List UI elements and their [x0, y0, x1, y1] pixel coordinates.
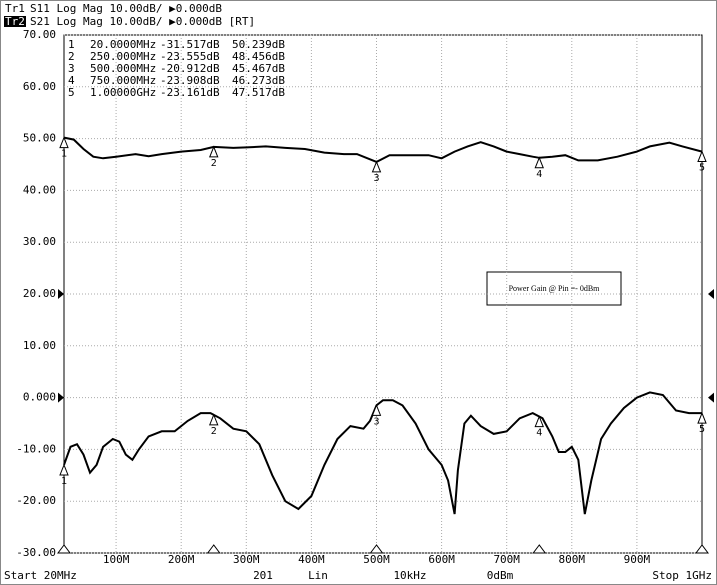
marker-label: 2 — [211, 426, 217, 437]
marker-readout: -23.555dB — [160, 50, 220, 63]
y-tick-label: 30.00 — [23, 235, 56, 248]
marker-readout: 1 — [68, 38, 75, 51]
x-tick-label: 200M — [168, 553, 195, 566]
x-tick-label: 400M — [298, 553, 325, 566]
reference-marker — [58, 392, 64, 403]
marker-readout: 47.517dB — [232, 86, 285, 99]
marker-readout: 750.000MHz — [90, 74, 156, 87]
footer-label: Start 20MHz — [4, 569, 77, 582]
marker-label: 3 — [373, 173, 379, 184]
marker-tick — [206, 544, 221, 554]
marker-readout: -31.517dB — [160, 38, 220, 51]
reference-marker — [708, 392, 714, 403]
marker — [534, 156, 544, 169]
marker-label: 5 — [699, 424, 705, 435]
marker-label: 5 — [699, 163, 705, 174]
footer-label: 201 — [253, 569, 273, 582]
y-tick-label: 70.00 — [23, 28, 56, 41]
marker-label: 4 — [536, 169, 542, 180]
y-tick-label: -20.00 — [16, 494, 56, 507]
marker — [208, 413, 219, 426]
marker-readout: 4 — [68, 74, 75, 87]
marker — [534, 415, 544, 428]
x-tick-label: 800M — [559, 553, 586, 566]
marker-readout: -23.161dB — [160, 86, 220, 99]
marker-label: 3 — [373, 416, 379, 427]
marker-label: 1 — [61, 149, 67, 160]
trace — [63, 391, 702, 515]
annotation-box — [486, 271, 622, 306]
marker — [371, 404, 382, 416]
y-tick-label: -10.00 — [16, 442, 56, 455]
x-tick-label: 900M — [624, 553, 651, 566]
marker-readout: 5 — [68, 86, 75, 99]
trace-id: Tr2 — [5, 15, 25, 28]
y-tick-label: -30.00 — [16, 546, 56, 559]
reference-marker — [58, 289, 64, 299]
y-tick-label: 50.00 — [23, 132, 56, 145]
footer-label: 0dBm — [487, 569, 514, 582]
x-tick-label: 300M — [233, 553, 260, 566]
y-tick-label: 60.00 — [23, 80, 56, 93]
marker — [697, 411, 707, 424]
marker-readout: -20.912dB — [160, 62, 220, 75]
trace-header: S11 Log Mag 10.00dB/ ▶0.000dB — [30, 2, 222, 15]
marker-readout: 2 — [68, 50, 75, 63]
marker — [371, 160, 382, 173]
footer-label: Stop 1GHz — [652, 569, 712, 582]
marker-readout: 20.0000MHz — [90, 38, 156, 51]
marker-tick — [57, 544, 71, 554]
marker-readout: 45.467dB — [232, 62, 285, 75]
x-tick-label: 500M — [363, 553, 390, 566]
marker-readout: 46.273dB — [232, 74, 285, 87]
trace — [63, 136, 703, 163]
y-tick-label: 40.00 — [23, 183, 56, 196]
active-trace-bg — [4, 16, 26, 27]
reference-marker — [708, 289, 714, 299]
marker-readout: 500.000MHz — [90, 62, 156, 75]
marker-readout: 50.239dB — [232, 38, 285, 51]
marker-tick — [369, 544, 384, 554]
marker-label: 1 — [61, 476, 67, 487]
trace-id: Tr1 — [5, 2, 25, 15]
annotation: Power Gain @ Pin =- 0dBm — [509, 284, 601, 293]
marker-label: 4 — [536, 428, 542, 439]
x-tick-label: 600M — [428, 553, 455, 566]
trace-header: S21 Log Mag 10.00dB/ ▶0.000dB [RT] — [30, 15, 255, 28]
footer-label: 10kHz — [393, 569, 426, 582]
marker — [59, 136, 69, 149]
x-tick-label: 700M — [493, 553, 520, 566]
marker-tick — [695, 544, 709, 554]
marker-readout: 250.000MHz — [90, 50, 156, 63]
marker — [59, 463, 69, 476]
footer-label: Lin — [308, 569, 328, 582]
y-tick-label: 0.000 — [23, 391, 56, 404]
marker-readout: 48.456dB — [232, 50, 285, 63]
y-tick-label: 20.00 — [23, 287, 56, 300]
x-tick-label: 100M — [103, 553, 130, 566]
marker-tick — [532, 544, 547, 554]
marker-readout: 3 — [68, 62, 75, 75]
marker — [208, 145, 219, 158]
marker — [697, 150, 707, 163]
marker-readout: -23.908dB — [160, 74, 220, 87]
marker-label: 2 — [211, 158, 217, 169]
y-tick-label: 10.00 — [23, 339, 56, 352]
marker-readout: 1.00000GHz — [90, 86, 156, 99]
